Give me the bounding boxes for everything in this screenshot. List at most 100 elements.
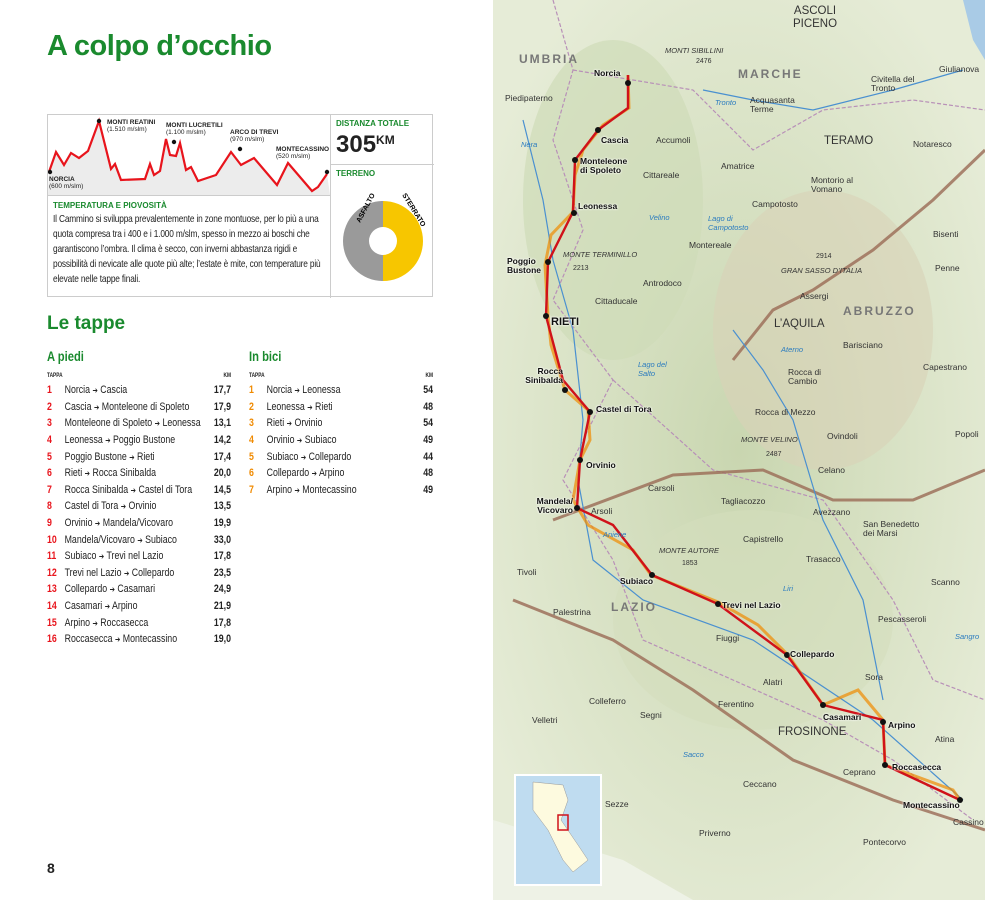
stage-number: 14 <box>47 600 57 613</box>
map-region-marche: MARCHE <box>738 67 803 81</box>
foot-col-stage: TAPPA <box>47 373 63 379</box>
stage-route: Monteleone di Spoleto ➔ Leonessa <box>65 417 214 429</box>
map-place: Penne <box>935 263 960 273</box>
stage-points <box>543 80 963 803</box>
stage-row: 7 Arpino ➔ Montecassino 49 <box>249 482 433 499</box>
stage-row: 6 Rieti ➔ Rocca Sinibalda 20,0 <box>47 465 231 482</box>
map-place: Atina <box>935 734 955 744</box>
map-mountain-velino: MONTE VELINO <box>741 435 798 444</box>
stage-number: 12 <box>47 566 57 579</box>
arrow-right-icon: ➔ <box>300 452 307 462</box>
stage-row: 2 Cascia ➔ Monteleone di Spoleto 17,9 <box>47 399 231 416</box>
stage-to: Cascia <box>100 384 128 397</box>
map-place: Ferentino <box>718 699 754 709</box>
arrow-right-icon: ➔ <box>109 585 115 595</box>
stage-route: Collepardo ➔ Casamari <box>65 583 214 595</box>
map-graphics <box>493 0 985 900</box>
stage-number: 7 <box>249 483 254 496</box>
climate-label: TEMPERATURA E PIOVOSITÀ <box>53 201 167 210</box>
map-city-frosinone: FROSINONE <box>778 726 847 738</box>
stage-row: 9 Orvinio ➔ Mandela/Vicovaro 19,9 <box>47 515 231 532</box>
stage-km: 20,0 <box>213 467 231 480</box>
map-elev: 2487 <box>766 451 782 458</box>
stage-number: 2 <box>47 400 52 413</box>
map-place: Avezzano <box>813 507 851 517</box>
italy-shape <box>532 781 589 873</box>
stage-route: Leonessa ➔ Poggio Bustone <box>65 434 214 446</box>
stage-from: Casamari <box>64 600 103 613</box>
stage-km: 13,5 <box>213 500 231 513</box>
stage-km: 48 <box>423 400 433 413</box>
stage-number: 8 <box>47 500 52 513</box>
map-place: Tivoli <box>517 567 537 577</box>
map-town-rocca-sinibalda: Rocca Sinibalda <box>525 366 563 385</box>
stage-km: 17,9 <box>213 400 231 413</box>
stage-route: Rieti ➔ Rocca Sinibalda <box>65 467 214 479</box>
arrow-right-icon: ➔ <box>120 502 127 512</box>
stage-route: Norcia ➔ Cascia <box>65 384 214 396</box>
map-water: Lago del Salto <box>638 360 667 378</box>
arrow-right-icon: ➔ <box>123 568 130 578</box>
stage-from: Leonessa <box>266 400 305 413</box>
stage-from: Subiaco <box>266 450 299 463</box>
stage-row: 13 Collepardo ➔ Casamari 24,9 <box>47 581 231 598</box>
arrow-right-icon: ➔ <box>84 469 91 479</box>
map-city-ascoli: ASCOLI PICENO <box>792 5 838 30</box>
map-place: San Benedetto dei Marsi <box>863 519 920 538</box>
arrow-right-icon: ➔ <box>92 618 98 628</box>
map-place: Colleferro <box>589 696 626 706</box>
map-elev: 2476 <box>696 58 712 65</box>
stage-to: Mandela/Vicovaro <box>102 517 174 530</box>
stage-route: Trevi nel Lazio ➔ Collepardo <box>65 567 214 579</box>
profile-label-monti-lucretili: MONTI LUCRETILI (1.100 m/slm) <box>166 122 223 136</box>
stage-number: 1 <box>47 384 52 397</box>
map-place: Pontecorvo <box>863 837 906 847</box>
stage-row: 1 Norcia ➔ Cascia 17,7 <box>47 382 231 399</box>
map-town-leonessa: Leonessa <box>578 201 618 211</box>
arrow-right-icon: ➔ <box>311 469 317 479</box>
donut-segment-sterrato <box>383 201 424 281</box>
map-place: Cittaducale <box>595 296 638 306</box>
page-number: 8 <box>47 860 55 876</box>
foot-stages: A piedi TAPPA KM 1 Norcia ➔ Cascia 17,7 2 Cas… <box>47 348 231 648</box>
stage-number: 13 <box>47 583 57 596</box>
map-place: Capistrello <box>743 534 784 544</box>
stage-route: Subiaco ➔ Collepardo <box>267 451 424 463</box>
stage-km: 13,1 <box>213 417 231 430</box>
map-water: Velino <box>649 213 670 222</box>
arrow-right-icon: ➔ <box>296 436 303 446</box>
map-place: Rocca di Mezzo <box>755 407 816 417</box>
map-place: Civitella del Tronto <box>871 74 915 93</box>
stage-km: 48 <box>423 467 433 480</box>
overview-box: NORCIA (600 m/slm) MONTI REATINI (1.510 m/… <box>47 114 434 298</box>
map-water: Aterno <box>781 345 804 354</box>
stage-to: Subiaco <box>145 533 177 546</box>
stage-km: 17,8 <box>213 616 231 629</box>
stage-route: Orvinio ➔ Subiaco <box>267 434 424 446</box>
stage-to: Poggio Bustone <box>113 434 176 447</box>
stage-row: 5 Poggio Bustone ➔ Rieti 17,4 <box>47 448 231 465</box>
stage-row: 4 Leonessa ➔ Poggio Bustone 14,2 <box>47 432 231 449</box>
stage-route: Leonessa ➔ Rieti <box>267 401 424 413</box>
page-title: A colpo d’occhio <box>47 30 272 62</box>
stage-from: Castel di Tora <box>64 500 119 513</box>
inset-highlight <box>557 814 569 831</box>
stage-number: 5 <box>47 450 52 463</box>
stage-km: 14,5 <box>213 483 231 496</box>
route-map: Norcia Cascia Monteleone di Spoleto Leon… <box>493 0 985 900</box>
distance-unit: KM <box>376 133 395 147</box>
stage-route: Arpino ➔ Montecassino <box>267 484 424 496</box>
arrow-right-icon: ➔ <box>294 386 300 396</box>
map-place: Segni <box>640 710 662 720</box>
map-elev: 1853 <box>682 560 698 567</box>
stage-route: Subiaco ➔ Trevi nel Lazio <box>65 550 214 562</box>
stage-from: Collepardo <box>266 467 310 480</box>
map-town-collepardo: Collepardo <box>790 649 835 659</box>
arrow-right-icon: ➔ <box>98 552 105 562</box>
map-mountain-autore: MONTE AUTORE <box>659 546 720 555</box>
stage-route: Norcia ➔ Leonessa <box>267 384 424 396</box>
map-place: Popoli <box>955 429 979 439</box>
stage-number: 6 <box>249 467 254 480</box>
donut-segment-asfalto <box>342 201 383 281</box>
arrow-right-icon: ➔ <box>130 485 137 495</box>
